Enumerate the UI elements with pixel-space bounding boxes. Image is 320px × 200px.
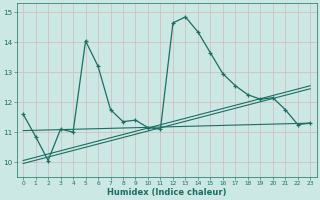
X-axis label: Humidex (Indice chaleur): Humidex (Indice chaleur) (107, 188, 227, 197)
